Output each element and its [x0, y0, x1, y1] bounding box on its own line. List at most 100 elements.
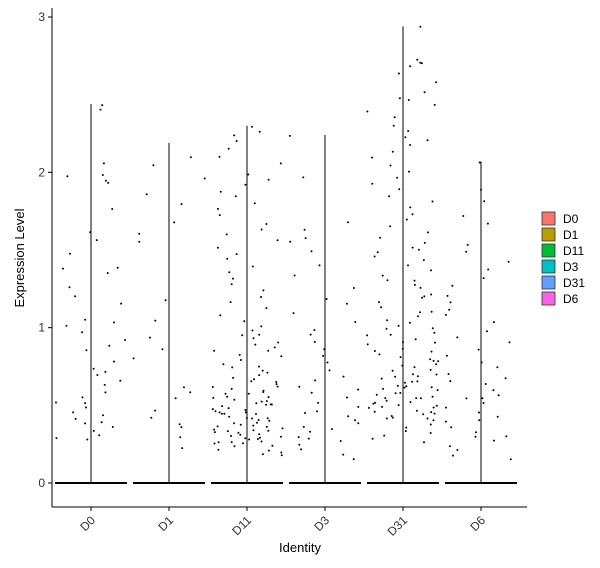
point-d31-80 — [431, 395, 434, 398]
point-d3-15 — [309, 333, 312, 336]
point-d0-41 — [68, 286, 71, 289]
point-d11-1 — [258, 130, 261, 133]
point-d11-36 — [277, 341, 280, 344]
x-tick-label-d3: D3 — [311, 513, 332, 534]
point-d31-3 — [419, 61, 422, 64]
y-axis-title: Expression Level — [12, 208, 27, 307]
point-d31-77 — [436, 389, 439, 392]
point-d11-56 — [224, 392, 227, 395]
point-d3-21 — [342, 375, 345, 378]
point-d3-32 — [330, 428, 333, 431]
point-d31-0 — [419, 25, 422, 28]
point-d31-98 — [405, 426, 408, 429]
point-d11-52 — [211, 386, 214, 388]
point-d31-110 — [435, 404, 438, 407]
point-d11-57 — [226, 395, 229, 398]
point-d11-95 — [280, 454, 283, 457]
point-d31-106 — [419, 311, 421, 314]
point-d31-74 — [396, 384, 399, 387]
point-d11-106 — [266, 417, 269, 420]
point-d6-0 — [478, 161, 481, 164]
point-d31-113 — [429, 358, 432, 361]
point-d31-41 — [386, 279, 389, 282]
legend-label-d1: D1 — [563, 228, 579, 242]
point-d6-3 — [462, 215, 465, 217]
point-d31-17 — [409, 144, 412, 146]
point-d31-122 — [373, 350, 376, 352]
point-d31-124 — [394, 392, 397, 395]
point-d11-67 — [214, 410, 217, 413]
point-d3-0 — [288, 134, 291, 137]
point-d11-73 — [268, 419, 271, 422]
point-d11-105 — [255, 402, 258, 405]
point-d1-19 — [180, 426, 183, 429]
point-d31-32 — [379, 236, 382, 239]
point-d6-1 — [480, 188, 482, 191]
point-d31-33 — [423, 241, 426, 244]
point-d31-108 — [411, 373, 414, 376]
point-d31-2 — [420, 62, 423, 65]
point-d6-29 — [482, 402, 485, 404]
point-d3-2 — [347, 221, 349, 224]
point-d3-10 — [325, 298, 328, 300]
point-d6-2 — [483, 200, 486, 203]
point-d31-96 — [432, 419, 435, 422]
point-d11-92 — [267, 449, 270, 452]
point-d3-26 — [317, 401, 320, 404]
point-d31-7 — [423, 91, 426, 94]
point-d0-43 — [55, 401, 57, 404]
point-d31-73 — [411, 380, 414, 383]
point-d1-3 — [145, 193, 148, 196]
point-d0-35 — [92, 429, 95, 432]
point-d31-59 — [401, 347, 404, 350]
legend-swatch-d6 — [541, 291, 556, 306]
point-d31-48 — [430, 310, 433, 313]
point-d31-13 — [392, 124, 395, 127]
point-d1-6 — [138, 232, 141, 235]
point-d31-109 — [382, 387, 385, 390]
point-d0-32 — [74, 417, 77, 420]
point-d31-78 — [399, 391, 402, 394]
point-d31-22 — [396, 176, 399, 179]
point-d11-118 — [270, 403, 273, 406]
point-d11-74 — [256, 421, 258, 424]
point-d6-36 — [505, 435, 508, 438]
point-d0-23 — [104, 370, 107, 373]
point-d31-29 — [405, 218, 408, 221]
x-tick-label-d1: D1 — [155, 513, 176, 534]
point-d3-39 — [352, 458, 355, 461]
point-d1-10 — [148, 336, 151, 339]
point-d31-12 — [393, 116, 396, 119]
point-d31-107 — [434, 341, 436, 344]
point-d31-1 — [416, 58, 419, 61]
point-d11-98 — [258, 365, 260, 368]
point-d31-64 — [432, 359, 435, 362]
point-d0-42 — [119, 379, 122, 382]
point-d0-1 — [99, 108, 102, 111]
point-d6-22 — [496, 366, 499, 369]
point-d11-86 — [260, 440, 263, 443]
point-d31-54 — [433, 331, 436, 334]
point-d0-12 — [74, 295, 77, 298]
point-d11-78 — [213, 428, 216, 431]
point-d6-27 — [497, 394, 500, 397]
point-d11-48 — [232, 376, 235, 379]
point-d6-24 — [504, 377, 507, 380]
point-d31-15 — [404, 136, 407, 139]
point-d0-10 — [62, 267, 64, 270]
point-d31-52 — [397, 324, 400, 327]
point-d0-17 — [81, 331, 84, 334]
point-d11-68 — [255, 412, 257, 415]
point-d31-75 — [430, 386, 433, 389]
point-d11-42 — [239, 359, 242, 361]
point-d31-39 — [430, 269, 432, 272]
point-d0-20 — [85, 349, 88, 352]
legend-swatch-d31 — [541, 275, 556, 290]
point-d31-51 — [408, 321, 411, 324]
point-d1-20 — [179, 436, 182, 439]
y-tick-label-0: 0 — [38, 476, 45, 490]
point-d31-42 — [413, 283, 416, 286]
point-d0-18 — [124, 339, 127, 341]
point-d6-8 — [487, 268, 490, 271]
legend-swatch-d11 — [541, 243, 556, 258]
